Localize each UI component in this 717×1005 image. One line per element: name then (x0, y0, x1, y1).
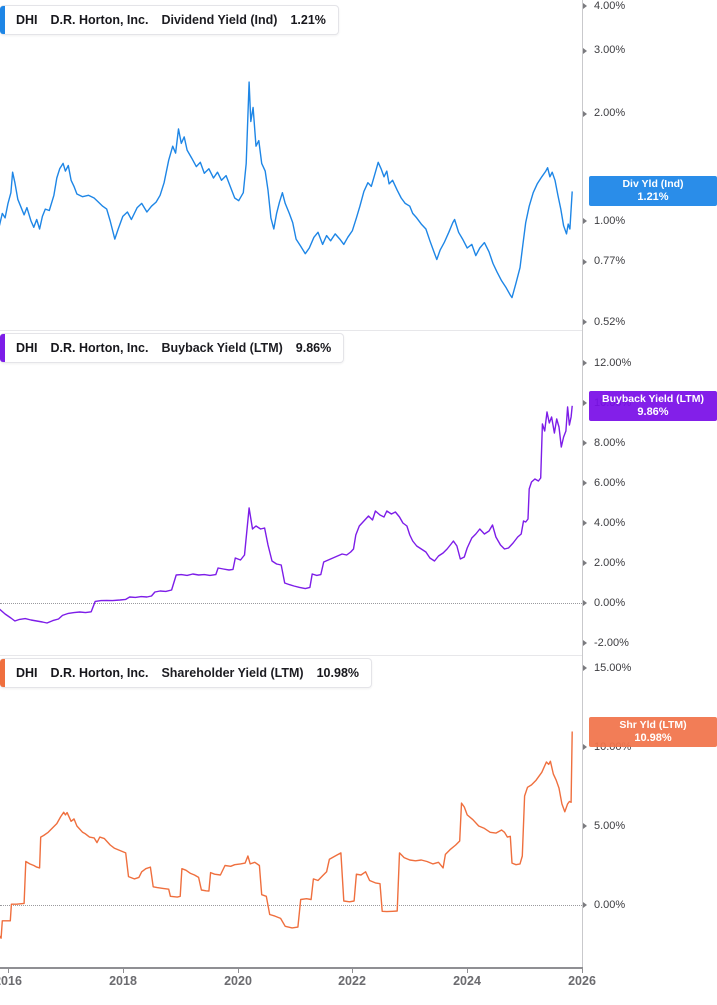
y-axis-tick-marker (583, 319, 587, 325)
x-axis-tick-marker (238, 967, 239, 973)
last-value-badge-buyback-yield: Buyback Yield (LTM) 9.86% (589, 391, 717, 421)
series-header-buyback-yield[interactable]: DHI D.R. Horton, Inc. Buyback Yield (LTM… (0, 333, 345, 363)
y-axis-tick-marker (583, 259, 587, 265)
y-axis-tick-marker (583, 400, 587, 406)
y-axis-tick-label: 12.00% (594, 357, 632, 369)
y-axis-tick-label: -2.00% (594, 637, 629, 649)
y-axis-tick-label: 0.52% (594, 316, 626, 328)
y-axis-tick-marker (583, 744, 587, 750)
series-color-bar (0, 334, 5, 362)
panel-separator (0, 655, 582, 656)
panel-separator (0, 330, 582, 331)
y-axis-tick-label: 15.00% (594, 662, 632, 674)
metric-value: 10.98% (316, 666, 360, 680)
metric-label: Dividend Yield (Ind) (161, 13, 278, 27)
dividend-yield-line-chart[interactable] (0, 0, 582, 330)
x-axis-tick-label: 2022 (338, 974, 366, 988)
x-axis-tick-label: 2024 (453, 974, 481, 988)
y-axis-tick-label: 3.00% (594, 44, 626, 56)
y-axis-tick-marker (583, 665, 587, 671)
y-axis-tick-label: 0.00% (594, 597, 626, 609)
badge-metric-label: Div Yld (Ind) (622, 178, 684, 190)
x-axis-tick-marker (123, 967, 124, 973)
y-axis-tick-marker (583, 111, 587, 117)
zero-reference-line (0, 603, 582, 604)
series-line-shareholder_yield (0, 731, 573, 939)
buyback-yield-line-chart[interactable] (0, 330, 582, 655)
company-name: D.R. Horton, Inc. (50, 666, 149, 680)
right-y-axis-line[interactable] (582, 0, 583, 967)
x-axis-tick-label: 2026 (568, 974, 596, 988)
ticker-label: DHI (16, 666, 38, 680)
y-axis-tick-label: 6.00% (594, 477, 626, 489)
y-axis-tick-marker (583, 600, 587, 606)
metric-label: Buyback Yield (LTM) (161, 341, 283, 355)
y-axis-tick-marker (583, 218, 587, 224)
metric-value: 1.21% (290, 13, 326, 27)
y-axis-tick-label: 4.00% (594, 0, 626, 12)
x-axis-tick-label: 2016 (0, 974, 22, 988)
y-axis-tick-label: 0.00% (594, 899, 626, 911)
badge-metric-label: Shr Yld (LTM) (619, 719, 687, 731)
y-axis-tick-marker (583, 560, 587, 566)
y-axis-tick-marker (583, 48, 587, 54)
series-header-shareholder-yield[interactable]: DHI D.R. Horton, Inc. Shareholder Yield … (0, 658, 373, 688)
x-axis-tick-label: 2018 (109, 974, 137, 988)
y-axis-tick-marker (583, 360, 587, 366)
x-axis-tick-label: 2020 (224, 974, 252, 988)
ticker-label: DHI (16, 341, 38, 355)
company-name: D.R. Horton, Inc. (50, 341, 149, 355)
zero-reference-line (0, 905, 582, 906)
y-axis-tick-marker (583, 480, 587, 486)
metric-label: Shareholder Yield (LTM) (161, 666, 304, 680)
series-color-bar (0, 6, 5, 34)
y-axis-tick-label: 0.77% (594, 255, 626, 267)
y-axis-tick-marker (583, 640, 587, 646)
y-axis-tick-label: 2.00% (594, 557, 626, 569)
y-axis-tick-marker (583, 902, 587, 908)
badge-metric-value: 9.86% (637, 406, 669, 418)
y-axis-tick-marker (583, 520, 587, 526)
metric-value: 9.86% (295, 341, 332, 355)
badge-metric-value: 1.21% (637, 191, 669, 203)
series-line-buyback_yield (0, 405, 573, 624)
bottom-x-axis-line[interactable] (0, 967, 583, 969)
y-axis-tick-marker (583, 823, 587, 829)
x-axis-tick-marker (582, 967, 583, 973)
x-axis-tick-marker (8, 967, 9, 973)
y-axis-tick-label: 5.00% (594, 820, 626, 832)
y-axis-tick-marker (583, 3, 587, 9)
badge-metric-value: 10.98% (634, 732, 672, 744)
series-color-bar (0, 659, 5, 687)
badge-metric-label: Buyback Yield (LTM) (602, 393, 704, 405)
last-value-badge-dividend-yield: Div Yld (Ind) 1.21% (589, 176, 717, 206)
series-header-dividend-yield[interactable]: DHI D.R. Horton, Inc. Dividend Yield (In… (0, 5, 339, 35)
y-axis-tick-label: 2.00% (594, 107, 626, 119)
y-axis-tick-label: 8.00% (594, 437, 626, 449)
y-axis-tick-label: 1.00% (594, 215, 626, 227)
y-axis-tick-marker (583, 440, 587, 446)
series-line-dividend_yield (0, 81, 573, 299)
shareholder-yield-line-chart[interactable] (0, 655, 582, 967)
ticker-label: DHI (16, 13, 38, 27)
x-axis-tick-marker (467, 967, 468, 973)
y-axis-tick-label: 4.00% (594, 517, 626, 529)
last-value-badge-shareholder-yield: Shr Yld (LTM) 10.98% (589, 717, 717, 747)
x-axis-tick-marker (352, 967, 353, 973)
company-name: D.R. Horton, Inc. (50, 13, 149, 27)
